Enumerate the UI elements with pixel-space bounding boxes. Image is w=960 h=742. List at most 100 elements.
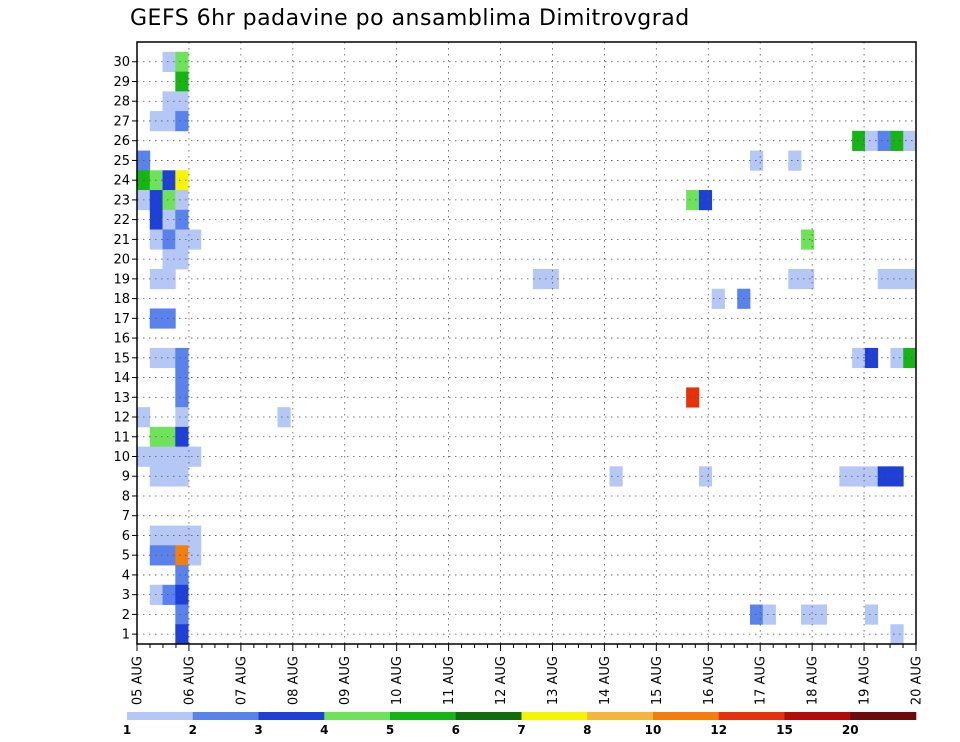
heatmap-cell xyxy=(175,545,189,566)
y-axis: 1234567891011121314151617181920212223242… xyxy=(113,55,137,643)
colorbar-label: 8 xyxy=(583,723,591,737)
x-axis: 05 AUG 06 AUG 07 AUG 08 AUG 09 AUG 10 AUG 11 A… xyxy=(131,644,925,705)
colorbar-swatch xyxy=(258,712,325,720)
y-tick-label: 3 xyxy=(122,588,130,603)
heatmap-cell xyxy=(877,466,891,487)
heatmap-cell xyxy=(162,545,176,566)
x-tick-label: 18 AUG xyxy=(806,656,821,705)
heatmap-cell xyxy=(175,565,189,586)
heatmap-cell xyxy=(188,525,202,546)
heatmap-cell xyxy=(686,190,700,211)
colorbar-label: 6 xyxy=(452,723,460,737)
colorbar-swatch xyxy=(455,712,522,720)
heatmap-cell xyxy=(175,367,189,388)
heatmap-cell xyxy=(175,426,189,448)
heatmap-cell xyxy=(162,525,176,546)
y-tick-label: 12 xyxy=(113,411,130,426)
heatmap-cell xyxy=(175,624,189,645)
heatmap-cell xyxy=(162,91,176,112)
heatmap-cell xyxy=(877,268,891,290)
colorbar-swatch xyxy=(850,712,917,720)
heatmap-cell xyxy=(162,111,176,132)
y-tick-label: 9 xyxy=(122,470,130,485)
colorbar-swatch xyxy=(718,712,785,720)
heatmap-cell xyxy=(175,525,189,546)
cells-layer xyxy=(137,51,917,645)
grid-layer xyxy=(137,42,916,644)
x-tick-label: 09 AUG xyxy=(338,656,353,705)
colorbar-label: 12 xyxy=(710,723,727,737)
heatmap-cell xyxy=(711,288,725,309)
heatmap-cell xyxy=(890,624,904,645)
y-tick-label: 27 xyxy=(113,114,130,129)
heatmap-cell xyxy=(175,466,189,487)
x-tick-label: 11 AUG xyxy=(442,656,457,705)
x-tick-label: 13 AUG xyxy=(546,656,561,705)
heatmap-cell xyxy=(890,130,904,151)
heatmap-cell xyxy=(852,466,866,487)
heatmap-cell xyxy=(903,268,917,290)
x-tick-label: 06 AUG xyxy=(182,656,197,705)
heatmap-cell xyxy=(162,51,176,73)
x-tick-label: 05 AUG xyxy=(131,656,146,705)
heatmap-cell xyxy=(864,130,879,151)
heatmap-cell xyxy=(162,584,176,605)
heatmap-cell xyxy=(175,209,189,230)
heatmap-cell xyxy=(175,249,189,270)
heatmap-cell xyxy=(175,407,189,428)
heatmap-cell xyxy=(162,426,176,448)
y-tick-label: 29 xyxy=(113,75,130,90)
heatmap-cell xyxy=(801,604,815,625)
heatmap-cell xyxy=(175,91,189,112)
heatmap-cell xyxy=(175,190,189,211)
y-tick-label: 2 xyxy=(122,608,130,623)
heatmap-cell xyxy=(162,268,176,290)
colorbar-label: 1 xyxy=(123,723,131,737)
chart-title: GEFS 6hr padavine po ansamblima Dimitrov… xyxy=(130,6,690,31)
colorbar-swatch xyxy=(192,712,259,720)
x-tick-label: 08 AUG xyxy=(286,656,301,705)
heatmap-cell xyxy=(162,190,176,211)
heatmap-cell xyxy=(175,387,189,408)
y-tick-label: 22 xyxy=(113,213,130,228)
heatmap-cell xyxy=(162,446,176,467)
x-tick-label: 19 AUG xyxy=(858,656,873,705)
x-tick-label: 17 AUG xyxy=(754,656,769,705)
y-tick-label: 6 xyxy=(122,529,130,544)
heatmap-cell xyxy=(903,130,917,151)
heatmap-cell xyxy=(877,130,891,151)
heatmap-cell xyxy=(175,170,189,191)
heatmap-cell xyxy=(813,604,828,625)
colorbar-label: 2 xyxy=(189,723,197,737)
heatmap-cell xyxy=(890,268,904,290)
y-tick-label: 7 xyxy=(122,509,130,524)
heatmap-cell xyxy=(852,347,866,369)
y-tick-label: 17 xyxy=(113,312,130,327)
y-tick-label: 26 xyxy=(113,134,130,149)
y-tick-label: 11 xyxy=(113,430,130,445)
heatmap-cell xyxy=(864,466,879,487)
colorbar-swatch xyxy=(324,712,391,720)
heatmap-cell xyxy=(890,347,904,369)
y-tick-label: 16 xyxy=(113,332,130,347)
heatmap-cell xyxy=(686,387,700,408)
heatmap-cell xyxy=(903,347,917,369)
heatmap-cell xyxy=(749,150,764,171)
colorbar-swatch xyxy=(521,712,588,720)
colorbar-label: 20 xyxy=(842,723,859,737)
colorbar: 1 2 3 4 5 6 7 8 10 12 15 20 xyxy=(123,712,917,737)
x-tick-label: 15 AUG xyxy=(650,656,665,705)
y-tick-label: 23 xyxy=(113,193,130,208)
heatmap-cell xyxy=(698,190,713,211)
heatmap-cell xyxy=(609,466,623,487)
heatmap-cell xyxy=(277,407,291,428)
heatmap-cell xyxy=(864,604,879,625)
heatmap-cell xyxy=(175,347,189,369)
colorbar-swatch xyxy=(653,712,720,720)
heatmap-cell xyxy=(762,604,776,625)
heatmap-cell xyxy=(188,229,202,250)
y-tick-label: 10 xyxy=(113,450,130,465)
x-tick-label: 12 AUG xyxy=(494,656,509,705)
heatmap-cell xyxy=(162,347,176,369)
